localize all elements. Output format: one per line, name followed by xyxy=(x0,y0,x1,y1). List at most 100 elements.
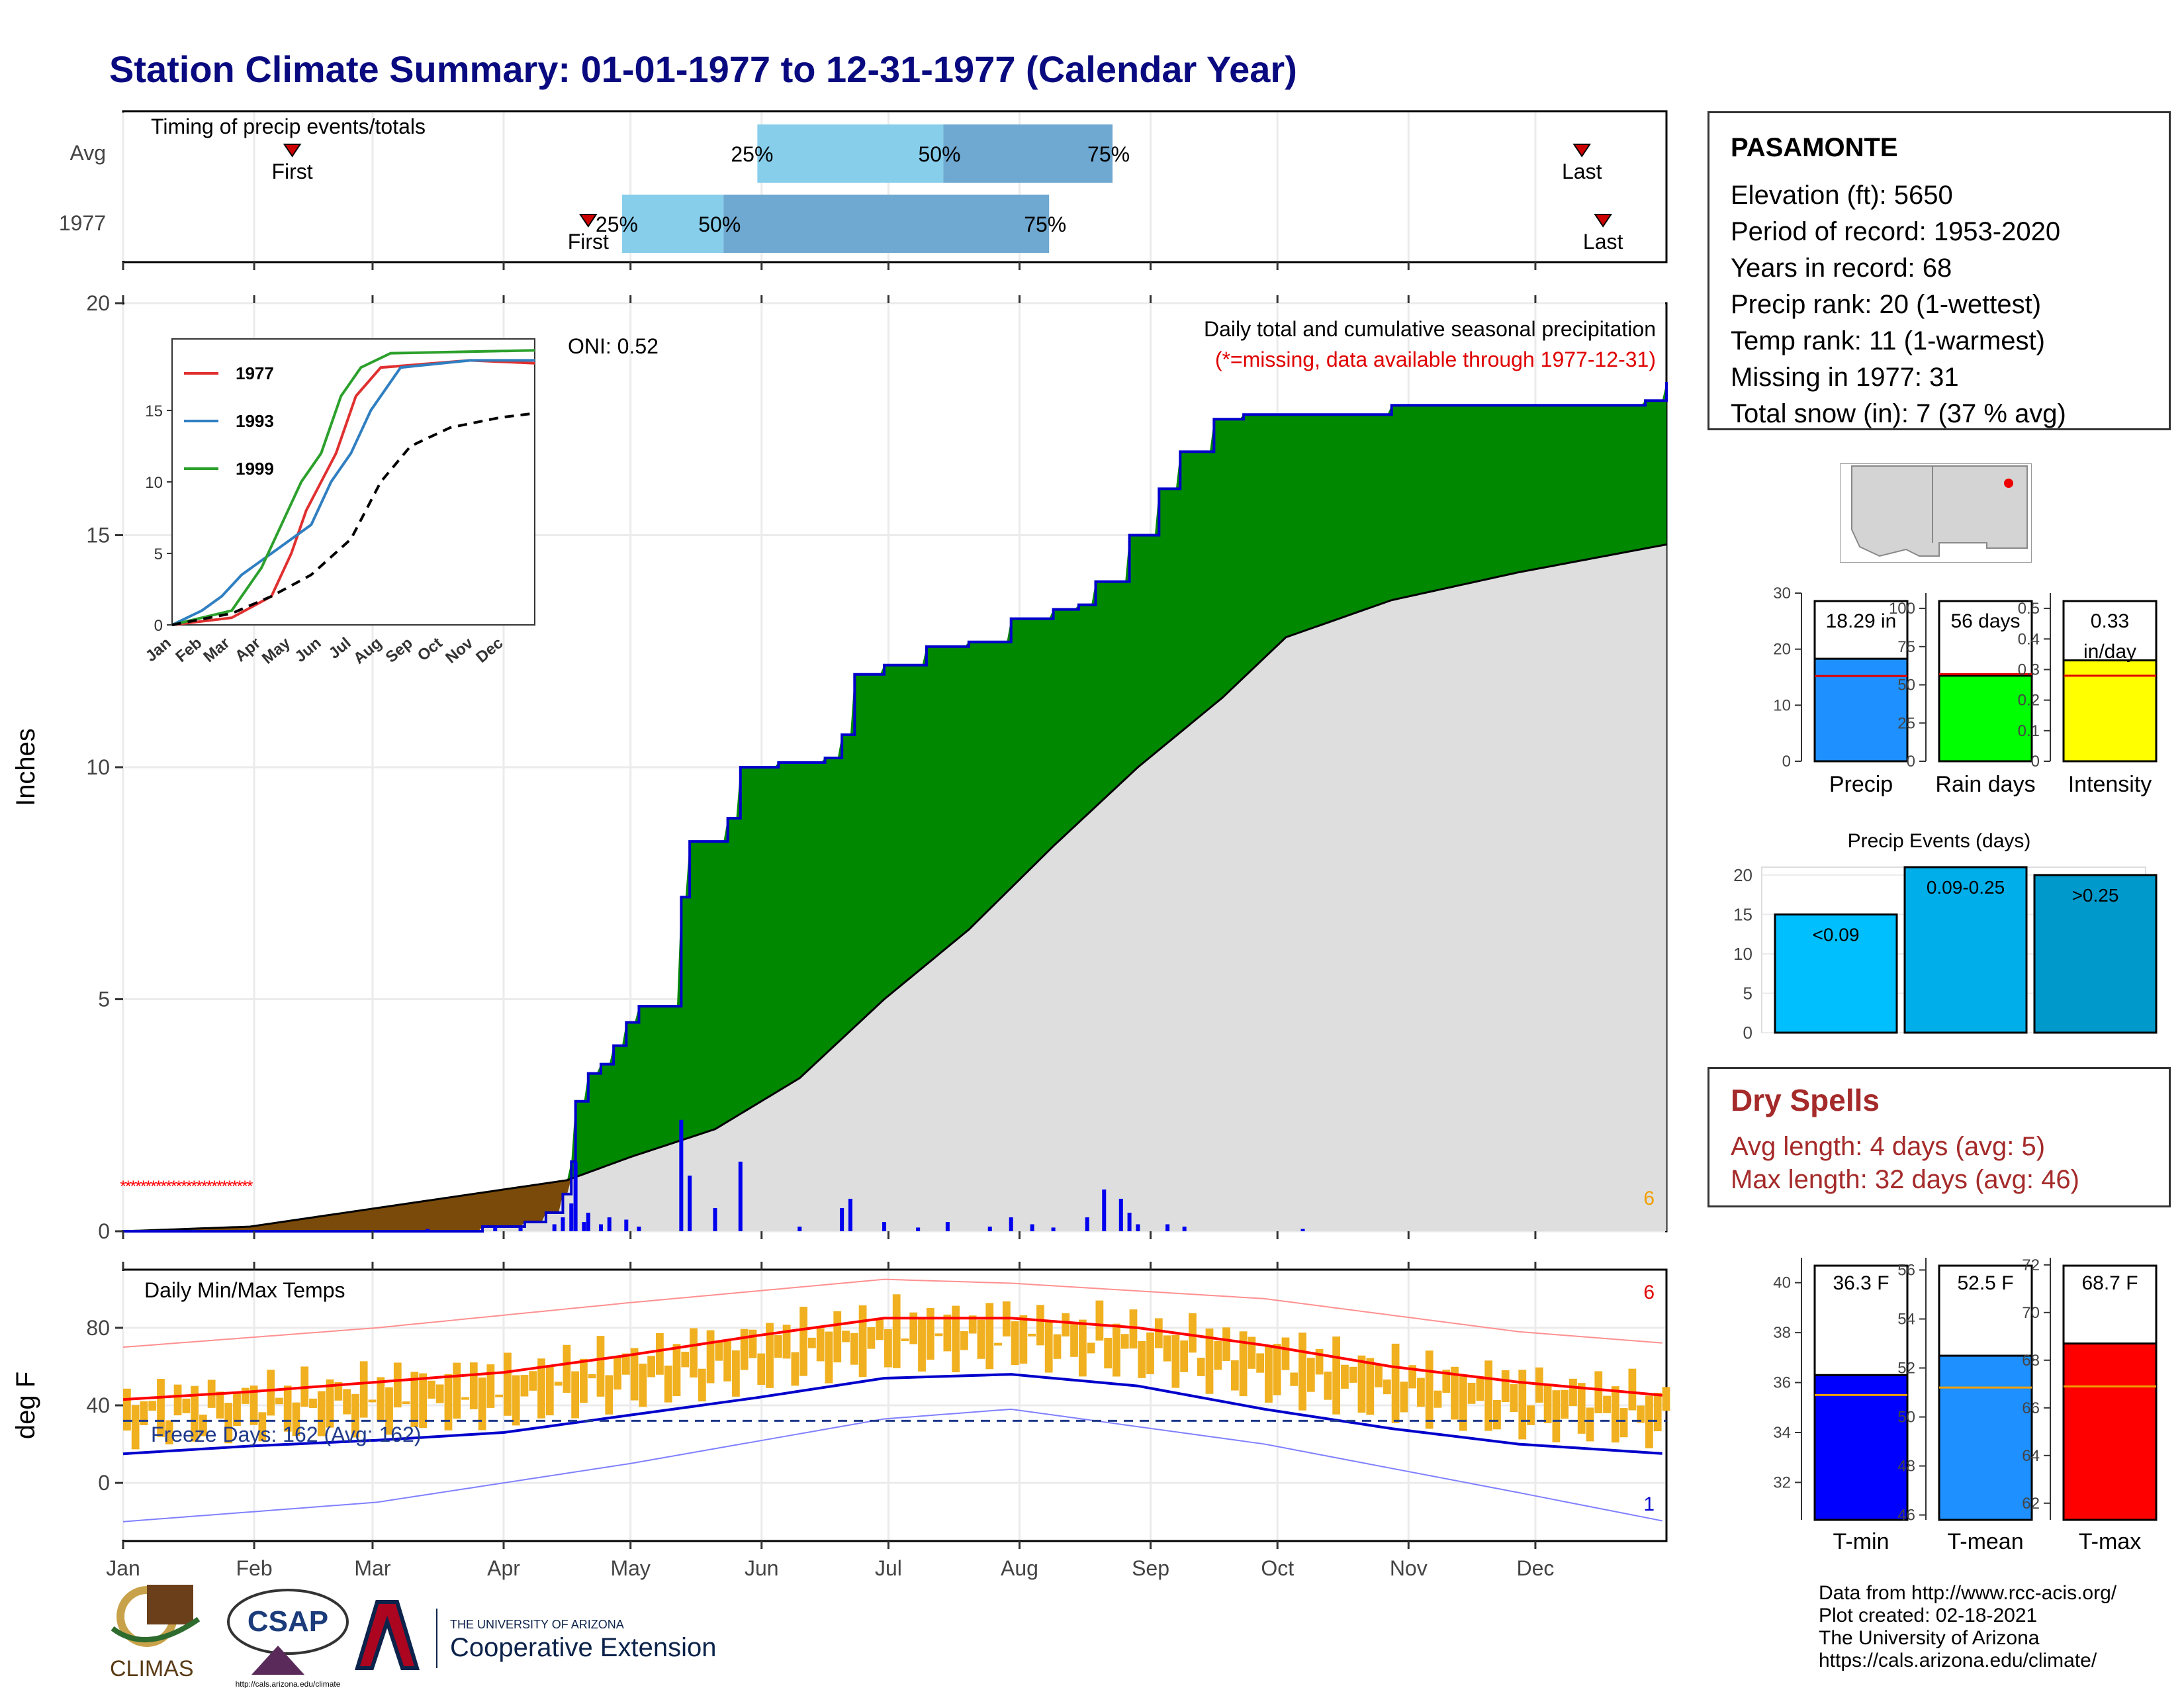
temps-daily-bar xyxy=(461,1397,469,1400)
temps-daily-bar xyxy=(1594,1371,1603,1413)
temps-daily-bar xyxy=(1290,1372,1298,1386)
temps-daily-bar xyxy=(749,1329,757,1358)
temps-daily-bar xyxy=(1028,1333,1036,1336)
temps-daily-bar xyxy=(1019,1315,1028,1364)
panel-value-label: 52.5 F xyxy=(1957,1272,2013,1294)
temps-daily-bar xyxy=(486,1364,495,1408)
precip-daily-bar xyxy=(598,1224,603,1231)
temps-daily-bar xyxy=(1357,1355,1366,1413)
precip-missing-marker: * xyxy=(196,1178,202,1196)
temps-daily-bar xyxy=(892,1294,901,1368)
temps-daily-bar xyxy=(216,1391,224,1419)
inset-legend-label: 1977 xyxy=(236,363,274,383)
events-bar xyxy=(2033,874,2158,1034)
temps-daily-bar xyxy=(148,1401,157,1411)
precip-missing-marker: * xyxy=(140,1178,146,1196)
precip-missing-marker: * xyxy=(237,1178,243,1196)
temps-daily-bar xyxy=(630,1348,639,1401)
panel-ytick-label: 25 xyxy=(1897,714,1915,732)
temps-daily-bar xyxy=(1349,1366,1357,1383)
temps-daily-bar xyxy=(816,1328,825,1362)
temps-daily-bar xyxy=(1146,1332,1154,1374)
precip-daily-bar xyxy=(552,1224,557,1231)
temps-daily-bar xyxy=(1332,1336,1341,1415)
temps-daily-bar xyxy=(808,1337,816,1348)
month-label: Aug xyxy=(1001,1556,1038,1580)
temps-daily-bar xyxy=(833,1311,842,1363)
temp-summary-bars: 32 34 36 38 40 36.3 F T-min 46 48 50 52 54 56 52.5 F T… xyxy=(1773,1256,2158,1554)
temps-daily-bar xyxy=(934,1333,943,1336)
inset-series-line xyxy=(171,359,535,626)
temps-daily-bar xyxy=(1366,1358,1375,1415)
temps-ytick-label: 0 xyxy=(98,1471,110,1495)
station-line: Years in record: 68 xyxy=(1731,254,1952,283)
temps-daily-bar xyxy=(351,1393,359,1438)
precip-daily-bar xyxy=(1009,1217,1013,1231)
temps-daily-bar xyxy=(1518,1370,1527,1440)
precip-missing-marker: * xyxy=(181,1178,187,1196)
precip-daily-bar xyxy=(679,1119,684,1231)
temps-daily-bar xyxy=(1239,1331,1248,1397)
temps-daily-bar xyxy=(1197,1358,1205,1376)
month-label: Jul xyxy=(875,1556,902,1580)
temps-daily-bar xyxy=(1391,1343,1400,1423)
panel-ytick-label: 46 xyxy=(1897,1507,1915,1524)
panel-ytick-label: 70 xyxy=(2022,1304,2040,1322)
temps-daily-bar xyxy=(1078,1319,1087,1377)
precip-ytick-label: 5 xyxy=(98,988,110,1011)
freeze-label: Freeze Days: 162 (Avg: 162) xyxy=(151,1423,422,1446)
precip-daily-bar xyxy=(1085,1217,1089,1231)
month-label: Jan xyxy=(106,1556,140,1580)
temps-daily-bar xyxy=(1095,1300,1104,1341)
panel-ytick-label: 50 xyxy=(1897,677,1915,694)
temps-daily-bar xyxy=(1577,1383,1586,1434)
month-label: Dec xyxy=(1516,1556,1554,1580)
panel-ytick-label: 10 xyxy=(1773,696,1791,714)
temps-daily-bar xyxy=(182,1398,191,1413)
panel-name: Rain days xyxy=(1935,772,2035,797)
month-label: May xyxy=(610,1556,650,1580)
temps-daily-bar xyxy=(402,1401,410,1405)
timing-bar-25-50 xyxy=(757,124,944,183)
temps-record-max-line xyxy=(122,1278,1662,1348)
precip-daily-bar xyxy=(797,1226,802,1231)
temps-daily-bar xyxy=(1383,1379,1391,1395)
precip-missing-marker: * xyxy=(150,1178,156,1196)
precip-daily-bar xyxy=(426,1229,430,1231)
temps-daily-bar xyxy=(165,1420,173,1444)
temps-daily-bar xyxy=(199,1414,207,1436)
panel-ytick-label: 72 xyxy=(2022,1256,2040,1274)
temps-daily-bar xyxy=(605,1375,614,1415)
temps-daily-bar xyxy=(985,1303,994,1370)
precip-missing-marker: * xyxy=(176,1178,182,1196)
precip-daily-bar xyxy=(586,1212,590,1231)
precip-daily-bar xyxy=(848,1198,852,1231)
temps-daily-bar xyxy=(968,1315,977,1334)
temps-daily-bar xyxy=(1341,1364,1349,1389)
panel-value-label: 18.29 in xyxy=(1826,610,1897,632)
temps-daily-bar xyxy=(343,1389,351,1415)
temps-daily-bar xyxy=(241,1387,250,1404)
temps-daily-bar xyxy=(410,1372,419,1427)
timing-label-75: 75% xyxy=(1087,142,1130,166)
credit-line: The University of Arizona xyxy=(1819,1627,2040,1649)
temps-daily-bar xyxy=(715,1341,723,1361)
temps-daily-bar xyxy=(1645,1395,1653,1448)
temps-daily-bar xyxy=(588,1374,596,1379)
precip-daily-bar xyxy=(916,1227,921,1231)
temps-daily-bar xyxy=(1324,1372,1332,1400)
temps-daily-bar xyxy=(791,1352,799,1386)
temps-daily-bar xyxy=(1619,1408,1628,1438)
temps-daily-bar xyxy=(326,1379,334,1428)
temps-daily-bar xyxy=(1256,1353,1265,1373)
panel-bar xyxy=(1938,1354,2033,1521)
temps-normal-max-line xyxy=(122,1317,1662,1401)
events-ytick-label: 5 xyxy=(1743,983,1752,1003)
temps-daily-bar xyxy=(283,1385,292,1432)
temps-daily-bar xyxy=(1662,1387,1670,1411)
panel-ytick-label: 0.5 xyxy=(2018,600,2040,618)
temps-daily-bar xyxy=(960,1331,968,1350)
locator-map xyxy=(1840,463,2032,563)
temps-daily-bar xyxy=(858,1305,867,1378)
events-bar xyxy=(1774,913,1898,1034)
